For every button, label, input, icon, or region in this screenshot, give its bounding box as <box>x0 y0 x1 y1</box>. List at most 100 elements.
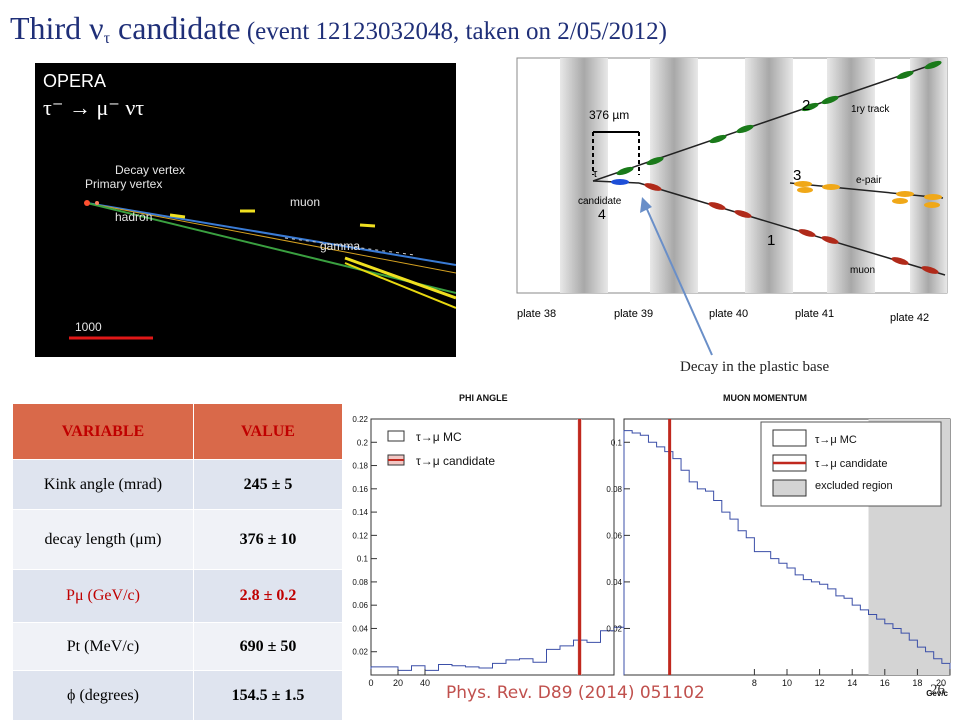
experiment-label: OPERA <box>43 71 107 91</box>
hadron-track <box>86 202 456 294</box>
title-subscript: τ <box>103 30 110 48</box>
track-number-1: 1 <box>767 232 775 249</box>
scale-label: 1000 <box>75 320 102 334</box>
table-row: Pt (MeV/c) 690 ± 50 <box>12 622 343 671</box>
phi-x-tick-label: 40 <box>420 678 430 688</box>
phi-chart-title: PHI ANGLE <box>459 393 508 403</box>
momentum-x-tick-label: 8 <box>752 678 757 688</box>
page-number: 26 <box>930 682 945 698</box>
track-number-3: 3 <box>793 167 801 184</box>
plate-38-label: plate 38 <box>517 308 556 320</box>
momentum-x-axis-label: Gev/c <box>926 689 948 698</box>
momentum-chart-title: MUON MOMENTUM <box>723 393 807 403</box>
decay-pointer <box>640 197 713 356</box>
momentum-y-tick-label: 0.02 <box>606 624 622 633</box>
muon-track-edge <box>86 202 456 274</box>
variable-name: Kink angle (mrad) <box>12 459 194 510</box>
variable-name: Pt (MeV/c) <box>12 622 194 671</box>
table-row: ϕ (degrees) 154.5 ± 1.5 <box>12 670 343 721</box>
e-pair-label: e-pair <box>856 175 882 186</box>
momentum-legend-candidate-label: τ→μ candidate <box>815 458 887 470</box>
table-row: Kink angle (mrad) 245 ± 5 <box>12 459 343 510</box>
phi-legend-mc-label: τ→μ MC <box>416 430 462 444</box>
phi-y-tick-label: 0.14 <box>352 508 368 517</box>
momentum-x-tick-label: 18 <box>912 678 922 688</box>
muon-track-segments <box>644 183 939 274</box>
momentum-x-tick-label: 10 <box>782 678 792 688</box>
variable-name: Pμ (GeV/c) <box>12 569 194 623</box>
plate-42-slab <box>910 58 947 293</box>
variable-value: 154.5 ± 1.5 <box>193 670 343 721</box>
candidate-label: candidate <box>578 196 622 207</box>
variable-value: 690 ± 50 <box>193 622 343 671</box>
phi-y-tick-label: 0.12 <box>352 531 368 540</box>
hadron-label: hadron <box>115 210 153 224</box>
phi-x-tick-label: 0 <box>368 678 373 688</box>
phi-y-tick-label: 0.08 <box>352 578 368 587</box>
title-detail: (event 12123032048, taken on 2/05/2012) <box>240 18 667 45</box>
title-prefix: Third ν <box>10 10 104 46</box>
title-main: candidate <box>110 10 241 46</box>
table-row: decay length (μm) 376 ± 10 <box>12 509 343 570</box>
phi-y-tick-label: 0.02 <box>352 648 368 657</box>
gamma-shower-1 <box>344 256 456 300</box>
primary-track-segments <box>616 60 942 176</box>
momentum-mc-histogram <box>623 430 951 675</box>
primary-vertex-label: Primary vertex <box>85 177 163 191</box>
muon-label: muon <box>290 195 321 209</box>
muon-track <box>86 202 456 266</box>
e-pair-line <box>789 182 944 199</box>
plate-39-label: plate 39 <box>614 308 653 320</box>
event-display: OPERA τ⁻ → μ⁻ ντ Decay vertex Primary ve… <box>35 63 456 357</box>
plate-diagram: 376 µm 2 1ry track 3 e-pair 1 muon τ can… <box>516 57 948 324</box>
tau-segment <box>611 179 629 185</box>
decay-equation: τ⁻ → μ⁻ ντ <box>43 95 145 120</box>
e-pair-segments <box>794 181 942 208</box>
distance-label: 376 µm <box>589 108 629 122</box>
phi-y-tick-label: 0.1 <box>357 555 369 564</box>
primary-vertex-marker <box>84 200 90 206</box>
plate-40-label: plate 40 <box>709 308 748 320</box>
momentum-legend-mc-swatch <box>772 429 807 447</box>
primary-track-label: 1ry track <box>851 104 890 115</box>
phi-y-tick-label: 0.2 <box>357 438 369 447</box>
slide-title: Third ντ candidate (event 12123032048, t… <box>10 10 667 48</box>
momentum-legend-excluded-label: excluded region <box>815 480 893 492</box>
gamma-direction <box>284 237 416 256</box>
plate-42-label: plate 42 <box>890 312 929 324</box>
momentum-legend-excluded-swatch <box>772 479 807 497</box>
gamma-shower-2 <box>344 262 456 309</box>
variable-value: 2.8 ± 0.2 <box>193 569 343 623</box>
plate-41-label: plate 41 <box>795 308 834 320</box>
histograms: PHI ANGLE MUON MOMENTUM 0.02 0.04 0.06 0.08… <box>352 393 951 698</box>
table-header-row: VARIABLE VALUE <box>12 403 343 460</box>
muon-hit <box>359 223 376 228</box>
decay-vertex-label: Decay vertex <box>115 163 186 177</box>
gamma-label: gamma <box>320 239 361 253</box>
momentum-x-tick-label: 20 <box>936 678 946 688</box>
header-value: VALUE <box>193 403 343 460</box>
momentum-y-tick-label: 0.06 <box>606 531 622 540</box>
phi-legend-mc-swatch <box>387 430 405 442</box>
track-number-2: 2 <box>802 97 810 114</box>
momentum-x-tick-label: 16 <box>880 678 890 688</box>
phi-y-tick-label: 0.22 <box>352 415 368 424</box>
table-row: Pμ (GeV/c) 2.8 ± 0.2 <box>12 569 343 623</box>
phi-x-tick-label: 20 <box>393 678 403 688</box>
variables-table: VARIABLE VALUE Kink angle (mrad) 245 ± 5… <box>12 403 343 721</box>
momentum-x-tick-label: 12 <box>815 678 825 688</box>
momentum-legend-mc-label: τ→μ MC <box>815 434 857 446</box>
reference-citation: Phys. Rev. D89 (2014) 051102 <box>446 683 705 703</box>
decay-pointer-head <box>640 197 652 213</box>
momentum-y-tick-label: 0.08 <box>606 485 622 494</box>
phi-y-tick-label: 0.18 <box>352 462 368 471</box>
phi-y-tick-label: 0.16 <box>352 485 368 494</box>
decay-caption: Decay in the plastic base <box>680 359 830 375</box>
variable-value: 376 ± 10 <box>193 509 343 570</box>
plate-39-slab <box>650 58 698 293</box>
decay-vertex-marker <box>95 201 99 205</box>
header-variable: VARIABLE <box>12 403 194 460</box>
phi-plot-frame <box>370 418 615 676</box>
track-number-4: 4 <box>598 206 606 222</box>
hadron-hit <box>169 213 186 219</box>
